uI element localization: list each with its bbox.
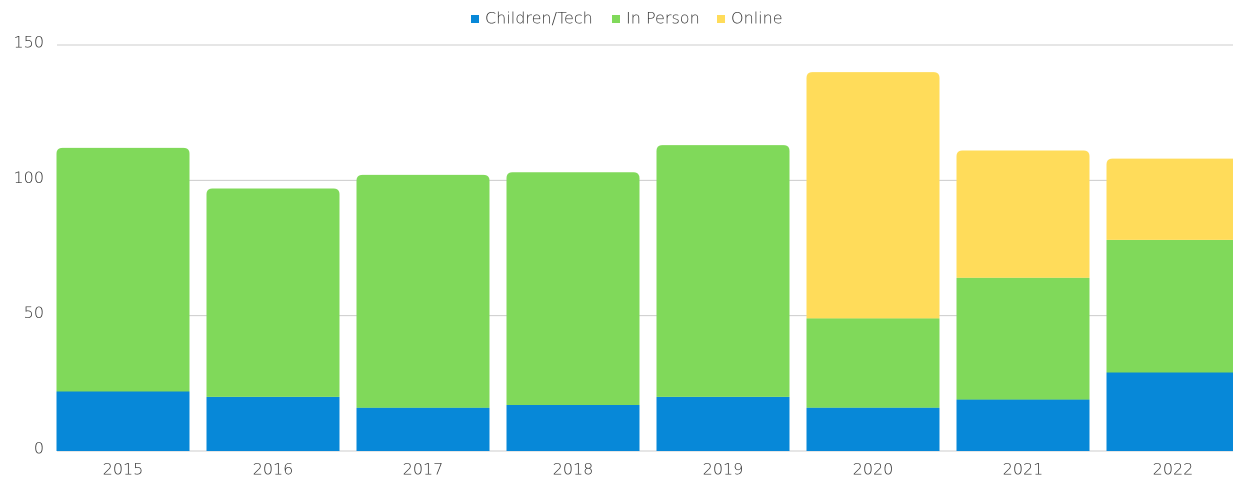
y-tick-label: 150 (13, 33, 44, 52)
bar-segment (956, 277, 1090, 400)
legend-swatch (471, 15, 479, 23)
bar-segment (956, 399, 1090, 451)
bar-segment (1106, 372, 1233, 451)
x-tick-label: 2021 (1003, 460, 1044, 479)
bar-segment (956, 150, 1090, 278)
bar-segment (656, 145, 790, 397)
bar-segment (506, 404, 640, 451)
x-tick-label: 2015 (103, 460, 144, 479)
bar-segment (356, 407, 490, 451)
bar-segment (206, 396, 340, 451)
legend-label: In Person (626, 9, 700, 28)
bar-segment (806, 407, 940, 451)
bar-segment (806, 72, 940, 319)
y-tick-label: 50 (24, 303, 44, 322)
bar-segment (56, 147, 190, 392)
bar-segment (1106, 158, 1233, 240)
bar-segment (806, 318, 940, 408)
bar-segment (206, 188, 340, 397)
x-tick-label: 2016 (253, 460, 294, 479)
legend-label: Children/Tech (485, 9, 593, 28)
x-tick-label: 2018 (553, 460, 594, 479)
bar-segment (356, 174, 490, 408)
x-tick-label: 2017 (403, 460, 444, 479)
legend-swatch (612, 15, 620, 23)
y-tick-label: 100 (13, 168, 44, 187)
x-tick-label: 2020 (853, 460, 894, 479)
legend-label: Online (731, 9, 783, 28)
x-tick-label: 2019 (703, 460, 744, 479)
bar-segment (1106, 239, 1233, 373)
bar-segment (56, 391, 190, 451)
bar-segment (506, 172, 640, 405)
bar-segment (656, 396, 790, 451)
y-tick-label: 0 (34, 439, 44, 458)
legend-swatch (717, 15, 725, 23)
x-tick-label: 2022 (1153, 460, 1194, 479)
